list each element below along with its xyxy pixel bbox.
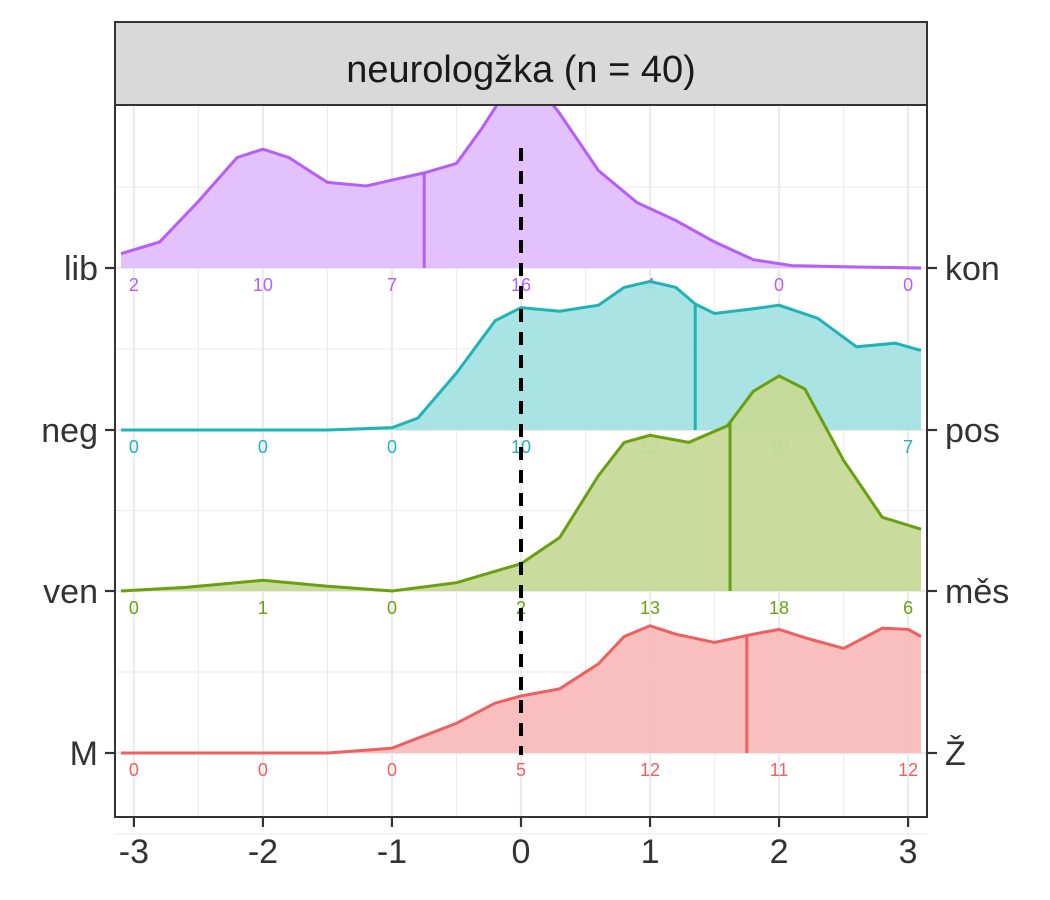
count-label: 10 [253, 275, 273, 295]
count-label: 11 [770, 760, 789, 780]
facet-strip: neurologžka (n = 40) [114, 21, 928, 106]
count-label: 0 [774, 275, 784, 295]
ridge-area-M [121, 625, 921, 753]
count-label: 6 [903, 598, 913, 618]
y-tick-label-left: ven [43, 573, 98, 611]
count-label: 16 [511, 275, 531, 295]
y-tick-label-right: Ž [945, 735, 966, 773]
y-tick-label-left: lib [64, 250, 98, 288]
facet-strip-background [114, 21, 928, 106]
y-tick-label-right: kon [945, 250, 1000, 288]
count-label: 0 [387, 437, 397, 457]
count-label: 0 [387, 598, 397, 618]
count-label: 0 [903, 275, 913, 295]
x-tick-label: -1 [377, 833, 407, 871]
x-tick-label: 0 [512, 833, 531, 871]
ridge-line-lib [120, 73, 922, 270]
x-tick-label: 3 [899, 833, 918, 871]
count-label: 0 [129, 760, 139, 780]
count-label: 2 [129, 275, 139, 295]
facet-strip-title: neurologžka (n = 40) [346, 49, 696, 91]
x-tick-label: 1 [641, 833, 660, 871]
count-label: 0 [258, 760, 268, 780]
y-tick-label-right: pos [945, 412, 1000, 450]
y-tick-label-right: měs [945, 573, 1009, 611]
ridge-line-ven [120, 374, 922, 593]
count-label: 13 [640, 598, 660, 618]
count-label: 7 [387, 275, 397, 295]
count-label: 1 [258, 598, 268, 618]
count-label: 18 [769, 598, 789, 618]
x-tick-label: -2 [248, 833, 278, 871]
x-tick-label: 2 [770, 833, 789, 871]
count-label: 0 [258, 437, 268, 457]
ridge-line-M [121, 624, 922, 755]
x-tick-label: -3 [119, 833, 149, 871]
count-label: 0 [129, 437, 139, 457]
y-tick-label-left: M [70, 735, 98, 773]
ridge-line-neg [121, 279, 922, 432]
y-tick-label-left: neg [41, 412, 98, 450]
ridge-M: 0 0 0 5 12 11 12 [121, 624, 922, 780]
count-label: 0 [387, 760, 397, 780]
count-label: 12 [898, 760, 918, 780]
count-label: 0 [129, 598, 139, 618]
count-label: 7 [903, 437, 913, 457]
count-label: 12 [640, 760, 660, 780]
count-label: 5 [516, 760, 526, 780]
